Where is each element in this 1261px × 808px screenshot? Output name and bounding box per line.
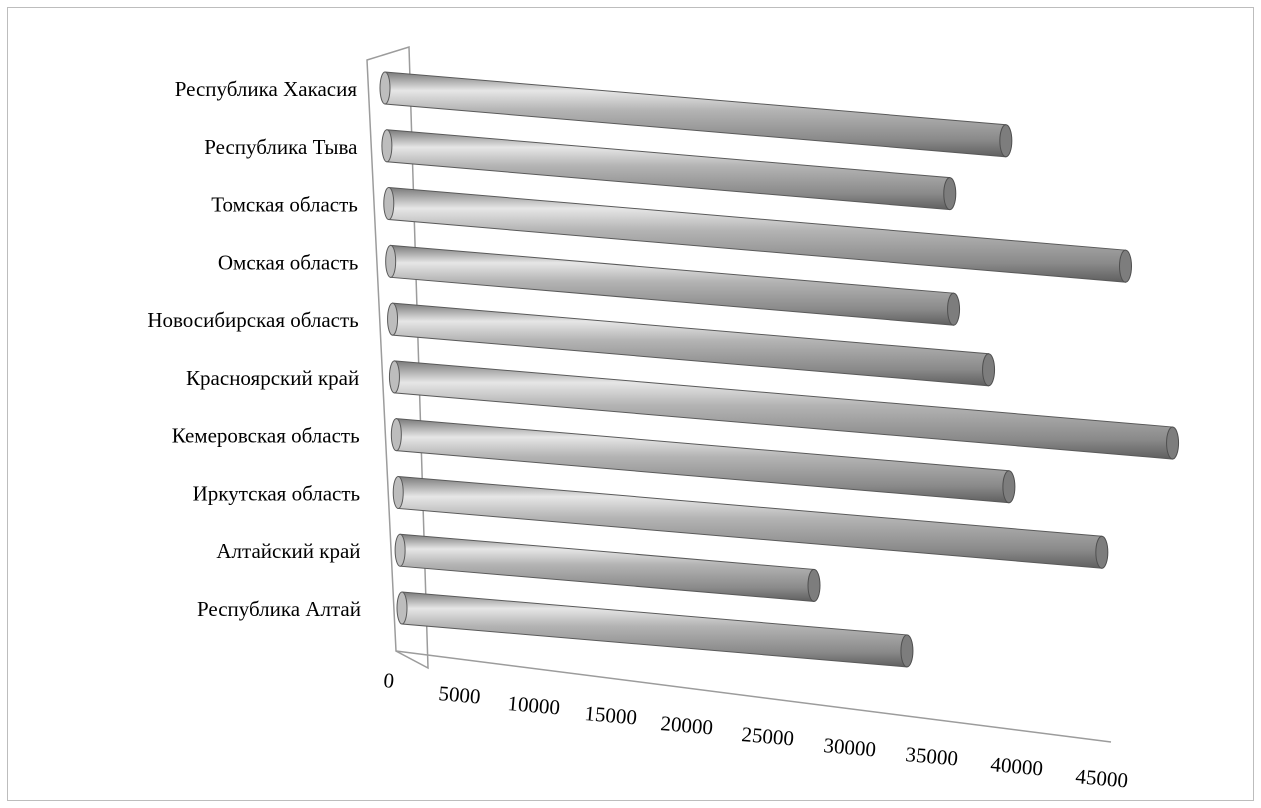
x-tick-label: 20000 [660, 711, 714, 739]
category-label: Новосибирская область [147, 308, 358, 332]
bar [387, 302, 996, 387]
bar-end-cap [900, 634, 914, 668]
category-label: Республика Тыва [204, 135, 358, 159]
x-tick-label: 45000 [1075, 764, 1129, 792]
bar [379, 71, 1013, 158]
bar-end-cap [1119, 249, 1132, 283]
bar-end-cap [982, 353, 996, 387]
bar-end-cap [1166, 426, 1180, 460]
bar-end-cap [807, 568, 821, 602]
bar-start-cap [388, 360, 400, 394]
bar-body [401, 591, 908, 668]
category-label: Красноярский край [186, 366, 359, 390]
category-label: Кемеровская область [172, 424, 360, 448]
category-label: Томская область [211, 193, 358, 217]
side-wall [366, 45, 429, 670]
category-label: Иркутская область [193, 481, 360, 505]
bar [383, 187, 1132, 283]
bar [381, 129, 957, 211]
bar-body [399, 533, 815, 602]
bar-end-cap [947, 292, 961, 326]
bar [390, 418, 1016, 504]
x-tick-label: 40000 [990, 752, 1044, 780]
x-tick-label: 35000 [905, 742, 959, 770]
category-labels: Республика Хакасия Республика Тыва Томская… [147, 77, 361, 621]
bar-start-cap [387, 302, 399, 336]
bar-start-cap [385, 244, 397, 278]
x-tick-label: 0 [383, 668, 396, 693]
x-tick-label: 30000 [823, 733, 877, 761]
category-label: Республика Алтай [197, 597, 361, 621]
x-tick-label: 25000 [741, 722, 795, 750]
bar-end-cap [1095, 535, 1109, 569]
bar [388, 360, 1180, 460]
bar [394, 533, 821, 602]
bar-start-cap [396, 591, 408, 625]
category-label: Алтайский край [216, 539, 360, 563]
bar-group [379, 71, 1180, 668]
bar-start-cap [379, 71, 391, 105]
x-tick-label: 10000 [507, 691, 561, 719]
bar-start-cap [381, 129, 393, 163]
category-label: Омская область [218, 250, 358, 274]
bar-start-cap [394, 533, 406, 567]
bar-end-cap [943, 177, 957, 211]
bar [392, 475, 1109, 569]
bar [385, 244, 961, 326]
bar-end-cap [999, 124, 1013, 158]
x-tick-labels: 0 5000 10000 15000 20000 25000 30000 35000 40000… [383, 668, 1129, 792]
x-tick-label: 5000 [438, 681, 482, 709]
bar-start-cap [392, 475, 404, 509]
bar-start-cap [390, 418, 402, 452]
bar-start-cap [383, 187, 395, 221]
bar [396, 591, 914, 668]
x-axis-line [395, 650, 1112, 743]
chart-axes [366, 45, 1112, 743]
category-label: Республика Хакасия [175, 77, 358, 101]
bar-end-cap [1002, 470, 1016, 504]
x-tick-label: 15000 [584, 701, 638, 729]
